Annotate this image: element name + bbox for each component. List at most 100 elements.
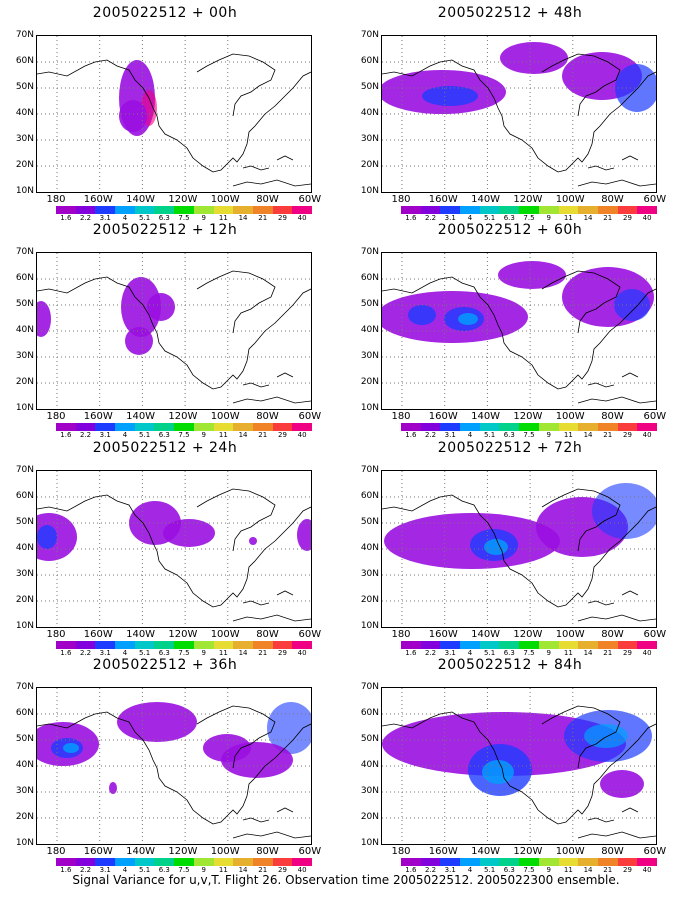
coastline xyxy=(587,600,615,606)
colorbar-label: 40 xyxy=(642,866,652,874)
colorbar-label: 29 xyxy=(622,649,632,657)
lat-label: 60N xyxy=(15,708,34,718)
lat-label: 50N xyxy=(15,734,34,744)
map-plot xyxy=(36,252,312,410)
colorbar-label: 6.3 xyxy=(158,431,170,439)
colorbar-swatch xyxy=(213,641,234,649)
lon-label: 60W xyxy=(298,846,322,857)
lat-label: 60N xyxy=(360,56,379,66)
colorbar-swatch xyxy=(460,206,480,214)
colorbar-swatch xyxy=(134,206,155,214)
colorbar-swatch xyxy=(56,423,76,431)
lon-label: 180 xyxy=(391,411,411,422)
colorbar-label: 1.6 xyxy=(60,431,72,439)
map-panel-p48: 2005022512 + 48h 70N 60N 50N 40N 30N 20N 10N 180… xyxy=(345,5,675,222)
colorbar-label: 1.6 xyxy=(405,214,417,222)
colorbar-swatch xyxy=(174,641,194,649)
map-panel-p24: 2005022512 + 24h 70N 60N 50N 40N 30N 20N 10N 180… xyxy=(0,440,330,657)
lon-label: 120W xyxy=(513,411,543,422)
lon-label: 140W xyxy=(126,629,156,640)
colorbar-swatch xyxy=(597,641,618,649)
colorbar-swatch xyxy=(134,641,155,649)
lon-label: 80W xyxy=(256,194,279,205)
map-panel-p00: 2005022512 + 00h 70N 60N 50N 40N 30N 20N 10N 180… xyxy=(0,5,330,222)
colorbar-swatch xyxy=(558,423,579,431)
colorbar-label: 3.1 xyxy=(99,866,111,874)
coastline xyxy=(242,817,270,823)
colorbar-label: 7.5 xyxy=(523,431,535,439)
colorbar-swatch xyxy=(617,858,638,866)
colorbar-label: 21 xyxy=(258,431,268,439)
colorbar-label: 1.6 xyxy=(60,866,72,874)
variance-region xyxy=(500,42,568,74)
colorbar-label: 6.3 xyxy=(158,649,170,657)
map-plot xyxy=(36,35,312,193)
colorbar-swatch xyxy=(479,423,500,431)
colorbar-swatch xyxy=(401,423,421,431)
lat-label: 50N xyxy=(360,734,379,744)
lat-label: 20N xyxy=(15,160,34,170)
colorbar-swatch xyxy=(538,423,559,431)
colorbar-label: 2.2 xyxy=(424,866,437,874)
colorbar-swatch xyxy=(558,858,579,866)
lat-label: 50N xyxy=(360,517,379,527)
lon-label: 160W xyxy=(428,629,458,640)
lon-label: 160W xyxy=(83,629,113,640)
variance-region xyxy=(163,519,215,547)
colorbar-label: 9 xyxy=(546,214,551,222)
colorbar-label: 14 xyxy=(583,214,593,222)
lat-label: 50N xyxy=(15,82,34,92)
lat-label: 20N xyxy=(15,812,34,822)
colorbar-label: 4 xyxy=(122,214,128,222)
colorbar-label: 9 xyxy=(546,866,551,874)
lon-label: 100W xyxy=(210,411,240,422)
colorbar-swatch xyxy=(420,206,441,214)
coastline xyxy=(541,705,621,769)
colorbar-label: 40 xyxy=(642,214,652,222)
colorbar-label: 29 xyxy=(277,866,287,874)
colorbar-swatch xyxy=(460,858,480,866)
lon-label: 180 xyxy=(391,629,411,640)
figure-caption: Signal Variance for u,v,T. Flight 26. Ob… xyxy=(72,873,620,887)
colorbar-swatch xyxy=(637,423,657,431)
colorbar-label: 7.5 xyxy=(178,649,190,657)
lon-label: 60W xyxy=(298,194,322,205)
colorbar-label: 2.2 xyxy=(79,649,92,657)
map-plot xyxy=(381,687,657,845)
colorbar xyxy=(401,423,657,431)
colorbar-label: 21 xyxy=(603,431,613,439)
coastline xyxy=(232,614,311,622)
colorbar-swatch xyxy=(578,641,598,649)
lat-label: 40N xyxy=(15,543,34,553)
panel-title: 2005022512 + 24h xyxy=(92,440,238,456)
colorbar-swatch xyxy=(420,423,441,431)
coastline xyxy=(587,817,615,823)
lon-label: 60W xyxy=(643,629,667,640)
colorbar-label: 29 xyxy=(622,431,632,439)
colorbar-label: 5.1 xyxy=(139,866,151,874)
lon-label: 160W xyxy=(83,846,113,857)
lon-label: 100W xyxy=(555,629,585,640)
colorbar-label: 4 xyxy=(467,214,473,222)
colorbar-swatch xyxy=(519,206,539,214)
lat-label: 10N xyxy=(360,186,379,196)
lat-label: 20N xyxy=(15,595,34,605)
colorbar-swatch xyxy=(617,206,638,214)
coastline xyxy=(196,53,276,117)
colorbar-swatch xyxy=(401,641,421,649)
colorbar-swatch xyxy=(252,206,273,214)
colorbar-swatch xyxy=(174,206,194,214)
map-canvas xyxy=(382,36,656,192)
lon-label: 140W xyxy=(471,629,501,640)
lat-label: 50N xyxy=(360,82,379,92)
panel-title: 2005022512 + 36h xyxy=(92,657,238,673)
colorbar-swatch xyxy=(252,858,273,866)
lon-label: 160W xyxy=(428,846,458,857)
coastline xyxy=(541,488,621,552)
lat-label: 20N xyxy=(360,595,379,605)
colorbar-swatch xyxy=(272,206,293,214)
colorbar-label: 29 xyxy=(622,214,632,222)
coastline xyxy=(621,372,639,378)
lat-label: 30N xyxy=(360,786,379,796)
colorbar-swatch xyxy=(460,641,480,649)
